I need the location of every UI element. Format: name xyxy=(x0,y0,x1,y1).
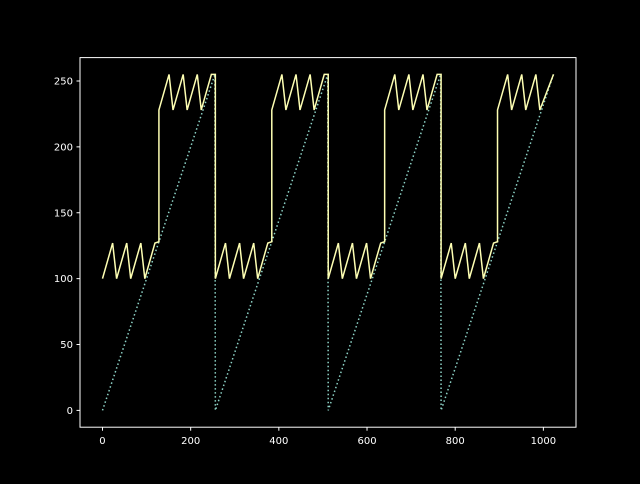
x-tick-label: 0 xyxy=(99,436,105,447)
series-line-2 xyxy=(101,73,555,279)
axes-frame xyxy=(79,57,577,428)
x-tick-label: 400 xyxy=(269,436,288,447)
y-tick-label: 50 xyxy=(60,340,73,351)
y-tick-label: 0 xyxy=(67,406,73,417)
y-tick-label: 200 xyxy=(54,142,73,153)
x-tick-label: 600 xyxy=(357,436,376,447)
x-tick-label: 800 xyxy=(446,436,465,447)
y-tick-label: 100 xyxy=(54,274,73,285)
ticks: 0 200 400 600 800 1000 0 50 100 150 200 250 xyxy=(54,76,556,447)
x-tick-label: 1000 xyxy=(531,436,556,447)
plot-area xyxy=(101,73,555,411)
y-tick-label: 150 xyxy=(54,208,73,219)
y-tick-label: 250 xyxy=(54,76,73,87)
x-tick-label: 200 xyxy=(181,436,200,447)
